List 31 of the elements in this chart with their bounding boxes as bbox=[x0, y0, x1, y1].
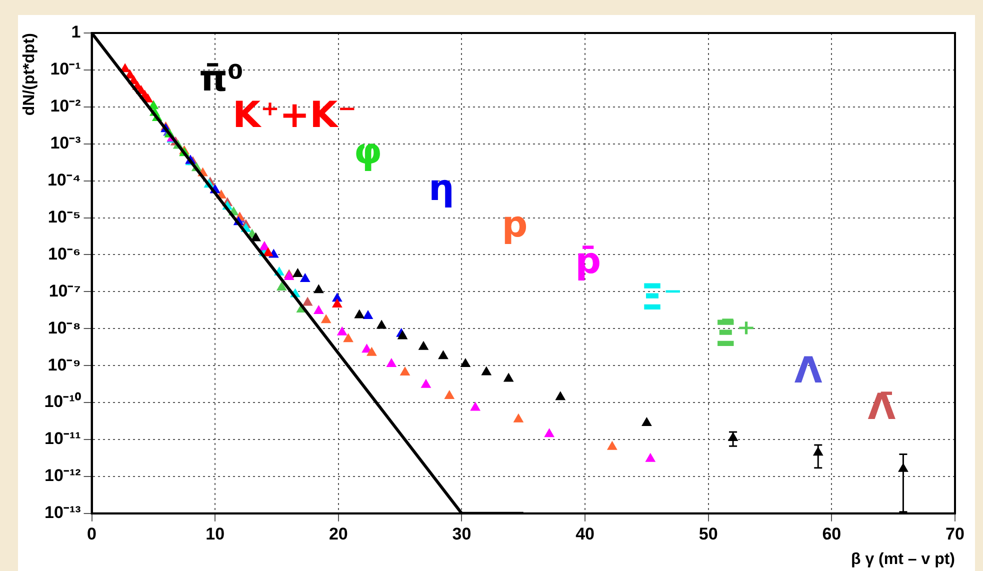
x-tick-label: 0 bbox=[87, 524, 97, 544]
y-tick-label: 10⁻⁹ bbox=[48, 355, 81, 374]
text: η bbox=[428, 168, 454, 209]
x-tick-label: 20 bbox=[328, 524, 348, 544]
y-tick-label: 10⁻¹³ bbox=[44, 503, 82, 522]
text: Ξ⁻ bbox=[640, 277, 682, 318]
y-tick-label: 10⁻² bbox=[50, 96, 82, 116]
text: Λ bbox=[794, 350, 822, 392]
y-tick-label: 10⁻¹⁰ bbox=[44, 392, 81, 412]
x-axis-title: β γ (mt – v pt) bbox=[851, 550, 955, 568]
y-tick-label: 1 bbox=[71, 22, 81, 42]
y-axis-title: dN/(pt*dpt) bbox=[21, 33, 38, 116]
y-tick-label: 10⁻⁷ bbox=[48, 281, 81, 300]
x-tick-label: 30 bbox=[452, 524, 472, 544]
y-tick-label: 10⁻⁴ bbox=[47, 170, 81, 190]
y-tick-label: 10⁻¹¹ bbox=[44, 429, 82, 448]
text: p̄ bbox=[575, 240, 602, 282]
y-tick-label: 10⁻³ bbox=[50, 134, 82, 153]
y-tick-label: 10⁻⁶ bbox=[48, 244, 81, 264]
text: p bbox=[502, 204, 528, 246]
y-tick-label: 10⁻⁵ bbox=[48, 207, 81, 226]
x-tick-label: 10 bbox=[206, 524, 225, 544]
x-tick-label: 60 bbox=[822, 524, 842, 544]
text: Λ̄ bbox=[868, 386, 896, 428]
x-tick-label: 40 bbox=[576, 524, 595, 544]
x-tick-label: 70 bbox=[946, 524, 964, 544]
x-tick-label: 50 bbox=[698, 524, 718, 544]
text: Ξ̄⁺ bbox=[714, 314, 756, 355]
y-tick-label: 10⁻¹² bbox=[44, 466, 82, 486]
y-tick-label: 10⁻⁸ bbox=[48, 318, 81, 338]
y-tick-label: 10⁻¹ bbox=[50, 60, 82, 79]
